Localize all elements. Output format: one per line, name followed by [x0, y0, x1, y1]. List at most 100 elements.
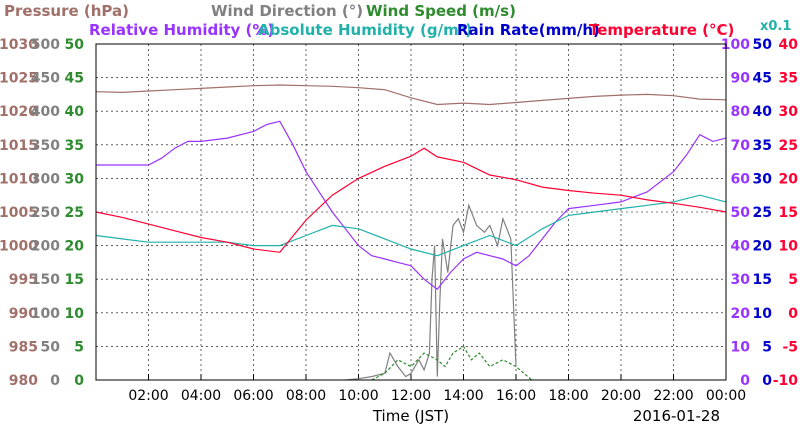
legend-rain-rate: Rain Rate(mm/h) [457, 21, 600, 39]
y-tick-wind-speed: 45 [65, 71, 84, 87]
series-pressure-hpa [95, 84, 727, 106]
y-tick-wind-direction: 50 [41, 339, 61, 355]
y-tick-wind-speed: 35 [65, 138, 84, 154]
x-tick-label: 20:00 [601, 388, 641, 404]
y-tick-relative-humidity: 20 [731, 306, 751, 322]
x-tick-label: 06:00 [233, 388, 273, 404]
y-tick-relative-humidity: 40 [731, 239, 751, 255]
y-tick-pressure: 1025 [0, 71, 38, 87]
y-tick-wind-direction: 450 [31, 71, 60, 87]
y-tick-pressure: 1020 [0, 104, 38, 120]
y-tick-wind-speed: 20 [65, 239, 85, 255]
y-tick-pressure: 1005 [0, 205, 38, 221]
y-tick-wind-speed: 30 [65, 171, 85, 187]
x-tick-label: 16:00 [496, 388, 536, 404]
y-tick-pressure: 985 [9, 339, 38, 355]
x-tick-label: 08:00 [286, 388, 326, 404]
y-tick-relative-humidity: 80 [731, 104, 751, 120]
y-tick-relative-humidity: 30 [731, 272, 751, 288]
series-relative-humidity [96, 120, 727, 291]
y-tick-rain-rate: 0 [762, 373, 772, 389]
y-tick-rain-rate: 5 [762, 339, 772, 355]
y-tick-temperature: 15 [779, 205, 798, 221]
y-tick-wind-speed: 50 [65, 37, 85, 53]
y-tick-temperature: -10 [773, 373, 799, 389]
y-tick-pressure: 990 [9, 306, 38, 322]
y-tick-pressure: 1010 [0, 171, 38, 187]
chart-date: 2016-01-28 [633, 407, 720, 425]
y-tick-relative-humidity: 10 [731, 339, 751, 355]
legend-relative-humidity: Relative Humidity (%) [89, 21, 274, 39]
y-tick-relative-humidity: 0 [740, 373, 750, 389]
y-tick-wind-speed: 40 [65, 104, 85, 120]
legend-absolute-humidity: Absolute Humidity (g/m³) [258, 21, 472, 39]
x-axis: 02:00 04:00 06:00 08:00 10:00 12:00 14:00 16:00… [128, 374, 746, 404]
y-tick-pressure: 995 [9, 272, 38, 288]
x-tick-label: 10:00 [338, 388, 378, 404]
y-tick-rain-rate: 50 [753, 37, 773, 53]
y-tick-pressure: 980 [9, 373, 38, 389]
y-tick-wind-speed: 5 [74, 339, 84, 355]
y-tick-temperature: 5 [788, 272, 798, 288]
y-tick-pressure: 1030 [0, 37, 38, 53]
series-temperature-c [95, 147, 727, 253]
y-tick-rain-rate: 40 [753, 104, 773, 120]
legend-wind-speed: Wind Speed (m/s) [366, 2, 516, 20]
plot-frame [95, 43, 727, 381]
y-tick-rain-rate: 25 [753, 205, 772, 221]
y-tick-wind-direction: 300 [31, 171, 60, 187]
y-tick-temperature: 25 [779, 138, 798, 154]
legend-scale-note: x0.1 [760, 19, 791, 34]
y-tick-wind-direction: 100 [31, 306, 60, 322]
series-wind-speed-m-s [371, 345, 533, 381]
grid [96, 44, 726, 380]
legend-wind-direction: Wind Direction (°) [211, 2, 363, 20]
x-tick-label: 22:00 [653, 388, 693, 404]
y-tick-relative-humidity: 70 [731, 138, 751, 154]
y-tick-temperature: 0 [788, 306, 798, 322]
y-tick-rain-rate: 45 [753, 71, 772, 87]
y-tick-temperature: 35 [779, 71, 798, 87]
x-tick-label: 00:00 [706, 388, 746, 404]
y-tick-wind-direction: 350 [31, 138, 60, 154]
series-absolute-humidity-g-m [95, 194, 727, 257]
y-tick-temperature: 30 [779, 104, 799, 120]
x-axis-label: Time (JST) [372, 407, 449, 425]
legend-temperature: Temperature (°C) [589, 21, 734, 39]
y-tick-relative-humidity: 50 [731, 205, 751, 221]
y-tick-wind-speed: 25 [65, 205, 84, 221]
x-tick-label: 18:00 [548, 388, 588, 404]
y-tick-relative-humidity: 100 [721, 37, 750, 53]
y-tick-pressure: 1015 [0, 138, 38, 154]
y-tick-rain-rate: 35 [753, 138, 772, 154]
y-tick-rain-rate: 20 [753, 239, 773, 255]
y-tick-temperature: 40 [779, 37, 799, 53]
y-tick-wind-direction: 400 [31, 104, 60, 120]
y-tick-wind-direction: 200 [31, 239, 60, 255]
y-tick-wind-direction: 500 [31, 37, 60, 53]
y-tick-pressure: 1000 [0, 239, 38, 255]
y-tick-wind-direction: 150 [31, 272, 60, 288]
y-tick-temperature: 20 [779, 171, 799, 187]
y-tick-temperature: 10 [779, 239, 799, 255]
y-tick-relative-humidity: 60 [731, 171, 751, 187]
legend-pressure: Pressure (hPa) [4, 2, 129, 20]
y-tick-rain-rate: 15 [753, 272, 772, 288]
y-tick-relative-humidity: 90 [731, 71, 751, 87]
y-tick-wind-speed: 0 [74, 373, 84, 389]
y-tick-rain-rate: 10 [753, 306, 773, 322]
y-tick-temperature: -5 [782, 339, 798, 355]
x-tick-label: 02:00 [128, 388, 168, 404]
y-tick-rain-rate: 30 [753, 171, 773, 187]
x-tick-label: 12:00 [391, 388, 431, 404]
x-tick-label: 04:00 [181, 388, 221, 404]
y-tick-wind-direction: 250 [31, 205, 60, 221]
y-tick-wind-speed: 10 [65, 306, 85, 322]
legend: Pressure (hPa) Wind Direction (°) Wind S… [4, 2, 791, 39]
series-lines [95, 84, 727, 381]
series-wind-direction [345, 203, 517, 381]
y-tick-wind-direction: 0 [50, 373, 60, 389]
x-tick-label: 14:00 [443, 388, 483, 404]
y-tick-wind-speed: 15 [65, 272, 84, 288]
